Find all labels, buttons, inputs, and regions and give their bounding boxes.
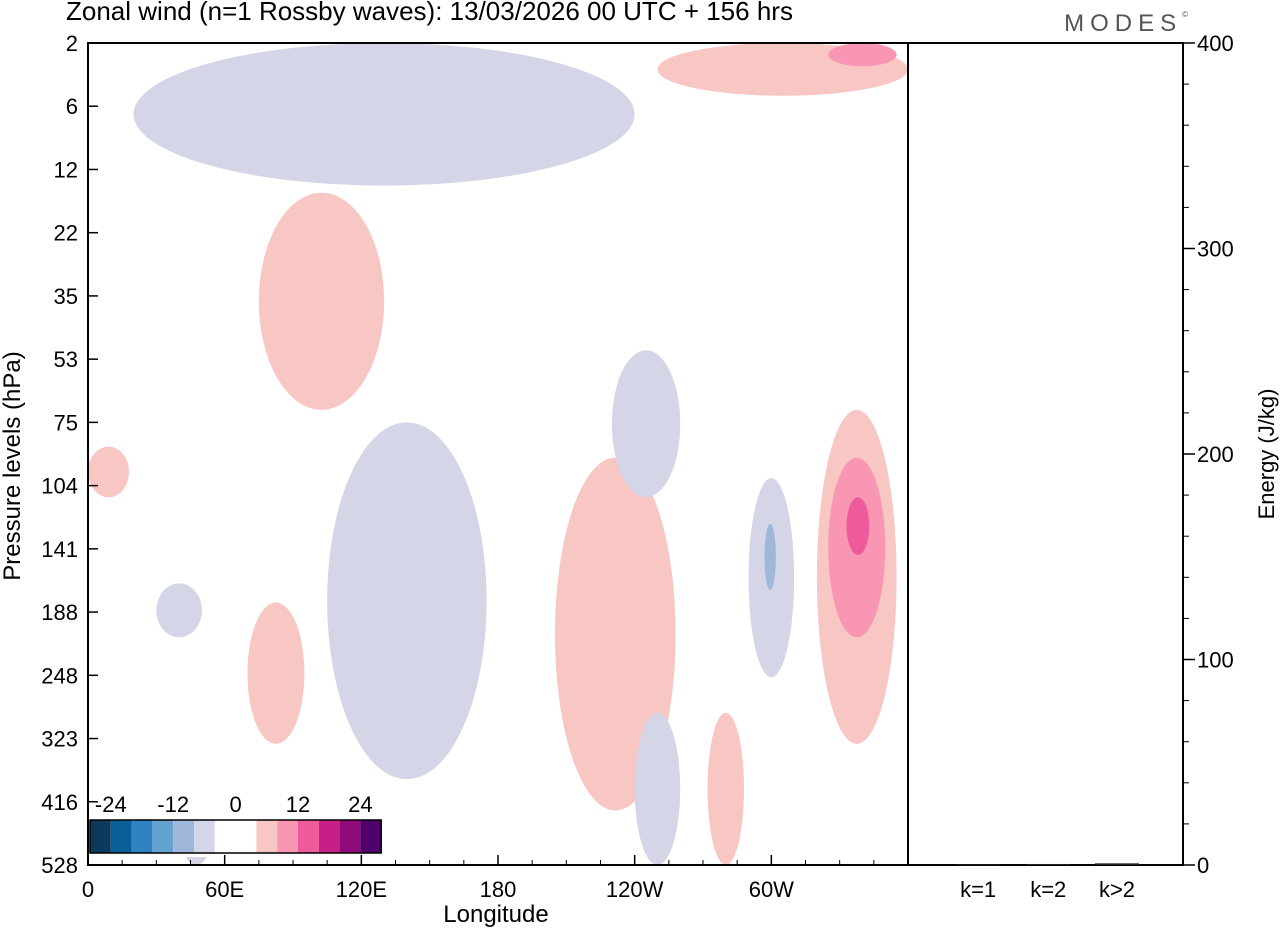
contour-negative-africa-small — [156, 583, 202, 638]
x-tick-label: 60E — [205, 877, 244, 902]
y-tick-label: 141 — [41, 537, 78, 562]
colorbar-swatch — [194, 820, 215, 853]
colorbar-label: -24 — [95, 792, 127, 817]
colorbar-swatch — [152, 820, 174, 853]
y-tick-label: 188 — [41, 600, 78, 625]
y-tick-label: 2 — [66, 31, 78, 56]
contour-negative-central-pacific-upper — [611, 350, 681, 498]
y-tick-label: 528 — [41, 853, 78, 878]
contour-positive-lower-east-pacific — [707, 712, 744, 865]
colorbar-swatch — [277, 820, 298, 853]
energy-bar — [956, 864, 1001, 866]
energy-bars: k=1 k=2 k>2 — [956, 863, 1139, 902]
colorbar-label: -12 — [157, 792, 189, 817]
x-tick-label: 120W — [606, 877, 664, 902]
x-tick-label: 60W — [749, 877, 794, 902]
plot-background — [88, 43, 908, 865]
contour-positive-indian-ocean — [247, 602, 305, 744]
x-axis-label: Longitude — [443, 901, 548, 928]
y-tick-label: 22 — [54, 221, 78, 246]
colorbar-label: 12 — [286, 792, 310, 817]
y-tick-label: 12 — [54, 157, 78, 182]
energy-category-label: k>2 — [1099, 877, 1135, 902]
contour-positive-greenwich — [88, 446, 129, 498]
contour-negative-west-pacific-outer — [327, 422, 487, 780]
y-tick-label: 6 — [66, 94, 78, 119]
brand-name: MODES — [1064, 10, 1183, 37]
colorbar-swatch — [235, 820, 257, 853]
y-tick-label: 53 — [54, 347, 78, 372]
energy-tick-label: 200 — [1197, 442, 1234, 467]
x-tick-label: 180 — [480, 877, 517, 902]
energy-bar — [1026, 863, 1071, 865]
energy-category-label: k=2 — [1030, 877, 1066, 902]
y-axis-label: Pressure levels (hPa) — [0, 351, 26, 580]
energy-tick-label: 300 — [1197, 237, 1234, 262]
energy-bar — [1095, 863, 1139, 865]
contour-positive-americas-core — [846, 497, 870, 555]
colorbar: -24 -12 0 12 24 — [86, 785, 386, 857]
energy-category-label: k=1 — [960, 877, 996, 902]
colorbar-label: 0 — [229, 792, 241, 817]
colorbar-swatch — [318, 820, 340, 853]
y-tick-label: 104 — [41, 474, 78, 499]
energy-tick-label: 100 — [1197, 648, 1234, 673]
energy-axis: 0 100 200 300 400 — [1183, 31, 1234, 878]
contour-fields — [88, 43, 908, 865]
y-tick-label: 323 — [41, 727, 78, 752]
brand-logo: MODES© — [1064, 10, 1188, 37]
contour-positive-upper-east-pacific-core — [828, 43, 897, 67]
contour-negative-eastern-pacific-core — [764, 523, 776, 590]
colorbar-swatch — [131, 820, 153, 853]
colorbar-swatch — [360, 820, 382, 853]
colorbar-frame — [89, 819, 382, 854]
colorbar-swatch — [173, 820, 194, 853]
colorbar-swatch — [298, 820, 319, 853]
contour-positive-central-pacific-outer — [554, 457, 676, 811]
colorbar-swatch — [110, 820, 132, 853]
colorbar-label: 24 — [348, 792, 372, 817]
energy-tick-label: 400 — [1197, 31, 1234, 56]
chart-title: Zonal wind (n=1 Rossby waves): 13/03/202… — [66, 0, 793, 26]
y-tick-label: 416 — [41, 790, 78, 815]
energy-tick-label: 0 — [1197, 853, 1209, 878]
colorbar-swatch — [256, 820, 278, 853]
energy-panel — [907, 42, 1184, 866]
y-axis: 2 6 12 22 35 53 75 104 141 188 248 323 416 528 — [41, 31, 98, 878]
contour-negative-stratosphere-band — [133, 43, 635, 186]
colorbar-swatch — [339, 820, 361, 853]
x-tick-label: 120E — [336, 877, 387, 902]
contour-positive-stratosphere-africa-india — [258, 192, 385, 410]
contour-negative-lower-east-pacific — [634, 712, 681, 865]
colorbar-swatch — [90, 820, 111, 853]
colorbar-swatch — [214, 820, 236, 853]
y-tick-label: 75 — [54, 410, 78, 435]
y-tick-label: 248 — [41, 663, 78, 688]
y-tick-label: 35 — [54, 284, 78, 309]
energy-axis-label: Energy (J/kg) — [1254, 389, 1279, 520]
x-axis: 0 60E 120E 180 120W 60W — [82, 855, 875, 902]
x-tick-label: 0 — [82, 877, 94, 902]
